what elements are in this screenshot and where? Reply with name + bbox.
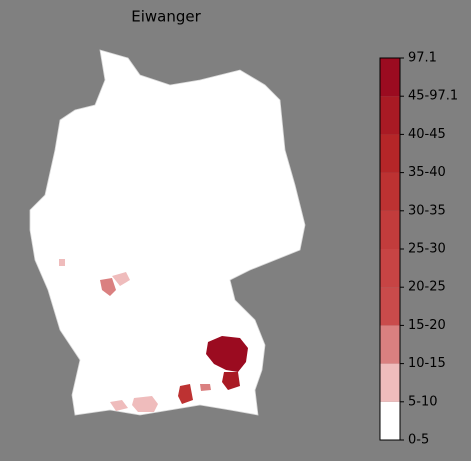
colorbar-label: 0-5 (408, 433, 429, 448)
colorbar-label: 45-97.1 (408, 89, 458, 104)
colorbar-segment (380, 96, 400, 135)
colorbar-segment (380, 401, 400, 440)
colorbar-segment (380, 58, 400, 97)
colorbar-label: 15-20 (408, 318, 446, 333)
colorbar-segment (380, 210, 400, 249)
colorbar-label: 30-35 (408, 203, 446, 218)
colorbar-label: 40-45 (408, 127, 446, 142)
region-low (110, 400, 128, 411)
colorbar-segment (380, 363, 400, 402)
germany-map (29, 49, 306, 416)
colorbar-label: 35-40 (408, 165, 446, 180)
colorbar-label: 20-25 (408, 280, 446, 295)
region-low (100, 278, 116, 296)
map-title: Eiwanger (131, 8, 201, 26)
region-high (222, 372, 240, 390)
colorbar-segment (380, 287, 400, 326)
colorbar-label: 5-10 (408, 394, 438, 409)
region-low (59, 259, 65, 266)
country-outline (29, 49, 306, 416)
colorbar-segment (380, 134, 400, 173)
colorbar-segment (380, 249, 400, 288)
colorbar-label: 97.1 (408, 51, 437, 66)
region-low (200, 384, 211, 391)
region-low (112, 272, 130, 286)
region-mid (178, 384, 193, 404)
colorbar-label: 25-30 (408, 242, 446, 257)
region-high (206, 336, 248, 372)
colorbar-segment (380, 325, 400, 364)
region-low (132, 396, 158, 412)
colorbar-segment (380, 172, 400, 211)
colorbar-label: 10-15 (408, 356, 446, 371)
